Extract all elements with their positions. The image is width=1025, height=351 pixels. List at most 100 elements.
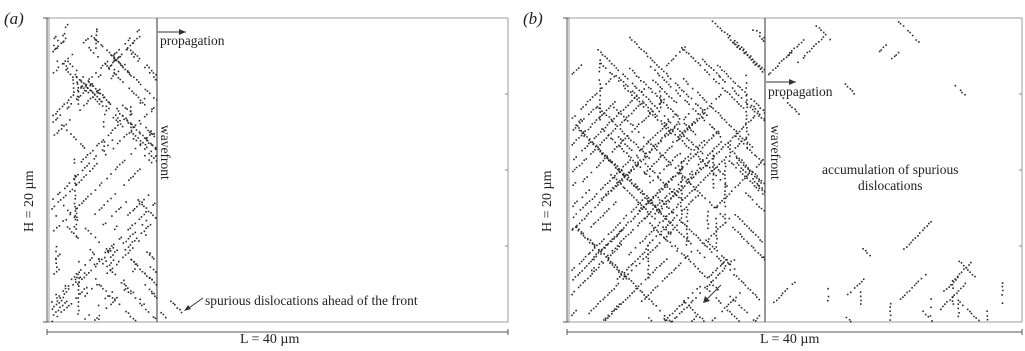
panel-b-glide-line-66 <box>615 75 728 187</box>
panel-b-spurious-dislocation-14 <box>903 221 932 250</box>
panel-b-glide-line-88 <box>736 157 762 184</box>
panel-b-glide-line-51 <box>648 317 653 322</box>
panel-b-glide-line-6 <box>610 174 672 235</box>
panel-a-glide-line-50 <box>52 28 98 74</box>
panel-b-vertical-streak-4 <box>711 126 715 189</box>
panel-b-glide-line-46 <box>711 20 764 73</box>
panel-b-glide-line-72 <box>571 101 616 146</box>
panel-a-glide-line-40 <box>51 259 115 323</box>
panel-a-glide-line-15 <box>94 38 158 101</box>
panel-b-spurious-dislocation-0 <box>787 39 805 57</box>
panel-b-glide-line-78 <box>582 98 665 183</box>
panel-a-spurious-annotation: spurious dislocations ahead of the front <box>205 293 418 308</box>
panel-a-glide-line-24 <box>124 288 157 320</box>
panel-a-vertical-streak-3 <box>76 83 80 105</box>
panel-a-glide-line-43 <box>121 104 155 138</box>
panel-b-glide-line-54 <box>572 227 574 230</box>
panel-b-spurious-dislocation-6 <box>768 52 793 76</box>
panel-a-vertical-streak-0 <box>55 245 58 268</box>
panel-b-glide-line-47 <box>752 29 765 42</box>
panel-b-glide-line-24 <box>640 250 693 302</box>
panel-a-glide-line-25 <box>52 29 140 117</box>
panel-b-glide-line-79 <box>600 62 672 135</box>
panel-b-glide-line-83 <box>671 259 736 323</box>
panel-a-spurious-dislocations <box>170 300 183 314</box>
panel-b-glide-line-86 <box>691 315 697 322</box>
panel-b-glide-line-25 <box>644 113 705 175</box>
panel-b-glide-line-44 <box>572 182 577 186</box>
panel-a-vertical-streak-4 <box>102 113 106 152</box>
panel-a-glide-line-5 <box>90 35 131 76</box>
panel-a-vertical-streak-5 <box>72 79 75 93</box>
panel-b-spurious-streak-7 <box>929 298 932 317</box>
panel-b-spurious-dislocation-15 <box>845 316 852 323</box>
panel-b-spurious-dislocation-4 <box>959 301 980 322</box>
panel-b-x-axis-label: L = 40 µm <box>760 332 820 347</box>
panel-b-vertical-streak-9 <box>680 161 683 223</box>
panel-a-vertical-streak-1 <box>77 260 80 315</box>
panel-b-spurious-dislocation-1 <box>773 281 796 304</box>
panel-b-glide-line-75 <box>726 33 766 71</box>
panel-a-propagation-label: propagation <box>160 33 225 48</box>
panel-b-spurious-streak-2 <box>1001 282 1004 304</box>
panel-b-spurious-streak-3 <box>986 310 989 321</box>
panel-b-glide-line-57 <box>571 197 646 271</box>
panel-b-glide-line-20 <box>729 295 755 321</box>
panel-b-glide-line-76 <box>711 292 741 322</box>
panel-b-glide-line-58 <box>701 58 766 122</box>
panel-b-glide-line-70 <box>575 124 657 207</box>
panel-b-vertical-streak-0 <box>659 90 662 109</box>
panel-b-glide-line-35 <box>663 318 668 321</box>
panel-b-glide-line-26 <box>750 104 766 120</box>
panel-b-spurious-streak-0 <box>957 299 960 318</box>
panel-b-label: (b) <box>523 9 543 28</box>
panel-a-vertical-streak-7 <box>113 52 116 75</box>
panel-b-spurious-streak-1 <box>889 302 892 321</box>
panel-b-glide-line-73 <box>571 243 622 296</box>
panel-a-glide-line-21 <box>144 284 155 295</box>
panel-a-glide-line-53 <box>124 223 152 251</box>
panel-b-glide-line-62 <box>681 47 745 109</box>
panel-b-glide-line-74 <box>652 79 678 104</box>
panel-b-glide-line-31 <box>629 36 708 116</box>
panel-a-glide-line-6 <box>98 318 100 321</box>
panel-b-glide-line-33 <box>571 309 577 317</box>
panel-b-vertical-streak-7 <box>745 74 748 149</box>
panel-a-glide-line-11 <box>80 97 146 163</box>
panel-b-glide-line-7 <box>571 64 583 75</box>
panel-a-glide-line-36 <box>52 35 141 123</box>
panel-b-glide-line-38 <box>654 167 701 215</box>
panel-b-glide-line-9 <box>591 163 688 261</box>
panel-b-glide-line-45 <box>734 214 763 243</box>
panel-b-glide-line-42 <box>707 241 736 270</box>
panel-a-glide-line-42 <box>52 300 68 316</box>
panel-b-glide-line-81 <box>628 133 750 256</box>
panel-b-spurious-dislocation-5 <box>891 51 900 60</box>
panel-b-glide-line-17 <box>571 78 612 119</box>
panel-b-glide-line-43 <box>649 152 681 184</box>
panel-b-glide-line-71 <box>590 201 617 228</box>
panel-a-glide-line-32 <box>130 258 158 286</box>
panel-b-vertical-streak-5 <box>647 244 650 279</box>
panel-b-glide-line-1 <box>572 229 624 281</box>
panel-b-glide-line-37 <box>727 146 765 185</box>
panel-b-wavefront-label: wavefront <box>768 125 783 180</box>
panel-b-glide-line-41 <box>762 256 765 258</box>
panel-a-annotation-arrow-head <box>184 305 191 311</box>
panel-b-spurious-dislocation-13 <box>815 25 831 41</box>
panel-b-pointer-arrow-head <box>703 296 710 303</box>
panel-a-glide-line-27 <box>144 154 153 164</box>
panel-b-spurious-dislocation-21 <box>899 273 927 300</box>
panel-a-label: (a) <box>4 9 24 28</box>
panel-b-glide-line-4 <box>704 286 740 322</box>
panel-b-glide-line-10 <box>575 226 672 323</box>
panel-b-glide-line-84 <box>664 259 728 322</box>
panel-a-vertical-streak-9 <box>75 175 78 238</box>
panel-a-glide-line-35 <box>108 42 135 69</box>
panel-b-glide-line-53 <box>571 113 690 231</box>
panel-b-glide-line-2 <box>616 248 647 280</box>
panel-a-glide-line-31 <box>51 107 155 210</box>
panel-a-glide-line-33 <box>55 253 61 260</box>
panel-b-glide-line-15 <box>638 130 720 212</box>
